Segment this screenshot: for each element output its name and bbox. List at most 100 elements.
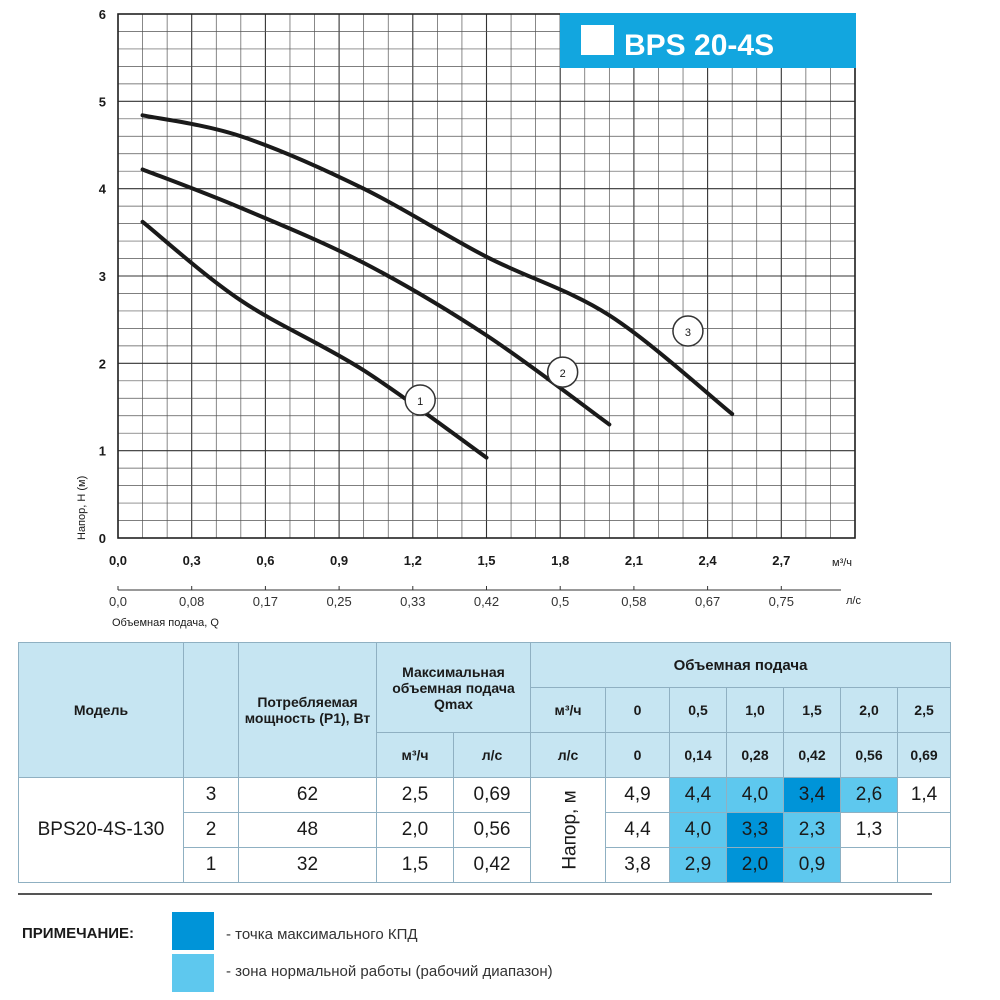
head-cell xyxy=(896,847,952,883)
qmax-m3h-cell: 2,5 xyxy=(376,777,454,813)
x2-tick-label: 0,67 xyxy=(695,594,720,609)
head-cell: 2,3 xyxy=(783,812,841,848)
qmax-unit-ls: л/с xyxy=(453,732,531,778)
x-tick-label: 2,4 xyxy=(699,553,718,568)
head-cell: 2,9 xyxy=(669,847,727,883)
curves: 1 2 3 xyxy=(140,113,735,460)
table-row: 1 32 1,5 0,42 3,8 2,9 2,0 0,9 xyxy=(19,847,952,883)
flow-m3h-3: 1,5 xyxy=(783,687,841,733)
best-efficiency-note: - точка максимального КПД xyxy=(226,926,418,943)
best-efficiency-swatch xyxy=(172,912,214,950)
x2-tick-label: 0,58 xyxy=(621,594,646,609)
table-header-row-3: м³/ч л/с л/с 0 0,14 0,28 0,42 0,56 0,69 xyxy=(19,732,952,778)
head-cell: 2,0 xyxy=(726,847,784,883)
table-header-row-1: Модель Потребляемая мощность (Р1), Вт Ма… xyxy=(18,642,952,778)
head-cell: 1,4 xyxy=(896,777,952,813)
qmax-m3h-cell: 2,0 xyxy=(376,812,454,848)
head-cell: 3,8 xyxy=(605,847,670,883)
speed-cell: 3 xyxy=(183,777,239,813)
y-tick-label: 5 xyxy=(99,94,106,109)
x2-tick-label: 0,25 xyxy=(326,594,351,609)
working-zone-swatch xyxy=(172,954,214,992)
x-tick-label: 0,0 xyxy=(109,553,127,568)
flow-m3h-4: 2,0 xyxy=(840,687,898,733)
col-flow-header: Объемная подача xyxy=(529,642,952,688)
x2-tick-label: 0,0 xyxy=(109,594,127,609)
x-tick-label: 1,2 xyxy=(404,553,422,568)
x-tick-label: 2,1 xyxy=(625,553,643,568)
flow-m3h-0: 0 xyxy=(605,687,670,733)
col-model-header: Модель xyxy=(18,642,184,778)
table-bottom-rule xyxy=(18,893,932,895)
x2-tick-label: 0,33 xyxy=(400,594,425,609)
x-tick-label: 0,3 xyxy=(183,553,201,568)
flow-ls-5: 0,69 xyxy=(896,732,952,778)
qmax-m3h-cell: 1,5 xyxy=(376,847,454,883)
head-cell: 4,4 xyxy=(605,812,670,848)
x2-tick-label: 0,08 xyxy=(179,594,204,609)
flow-unit-m3h: м³/ч xyxy=(530,687,606,733)
table-row: 2 48 2,0 0,56 4,4 4,0 3,3 2,3 1,3 xyxy=(19,812,952,848)
x-axis-label: Объемная подача, Q xyxy=(112,617,219,629)
curve-label-circle xyxy=(404,384,436,416)
x-tick-label: 1,8 xyxy=(551,553,569,568)
col-speed-header xyxy=(183,642,239,778)
y-axis-label: Напор, Н (м) xyxy=(76,476,88,540)
note-label: ПРИМЕЧАНИЕ: xyxy=(22,925,135,942)
col-qmax-header: Максимальная объемная подача Qmax xyxy=(376,642,531,733)
head-cell: 4,9 xyxy=(605,777,670,813)
qmax-ls-cell: 0,42 xyxy=(453,847,531,883)
head-cell xyxy=(840,847,898,883)
power-cell: 32 xyxy=(238,847,377,883)
x-tick-label: 0,9 xyxy=(330,553,348,568)
flow-unit-ls: л/с xyxy=(530,732,606,778)
head-cell: 0,9 xyxy=(783,847,841,883)
flow-ls-0: 0 xyxy=(605,732,670,778)
flow-m3h-2: 1,0 xyxy=(726,687,784,733)
head-cell: 1,3 xyxy=(840,812,898,848)
flow-m3h-1: 0,5 xyxy=(669,687,727,733)
power-cell: 62 xyxy=(238,777,377,813)
flow-ls-1: 0,14 xyxy=(669,732,727,778)
qmax-ls-cell: 0,56 xyxy=(453,812,531,848)
x2-tick-label: 0,17 xyxy=(253,594,278,609)
qmax-unit-m3h: м³/ч xyxy=(376,732,454,778)
flow-m3h-5: 2,5 xyxy=(896,687,952,733)
curve-label-circle xyxy=(672,315,704,347)
y-tick-label: 6 xyxy=(99,7,106,22)
y-tick-label: 1 xyxy=(99,444,106,459)
speed-cell: 2 xyxy=(183,812,239,848)
x-axis-unit: м³/ч xyxy=(832,557,852,569)
model-banner: BPS 20-4S xyxy=(560,13,856,68)
curve-label-circle xyxy=(546,356,579,388)
x-tick-label: 1,5 xyxy=(477,553,495,568)
banner-title: BPS 20-4S xyxy=(624,29,774,62)
flow-ls-2: 0,28 xyxy=(726,732,784,778)
pump-curve-chart: 0 1 2 3 4 5 6 0,0 0,3 0,6 0,9 1,2 1,5 1,8 2,1 2,4 2,7 0,0… xyxy=(76,7,861,629)
head-cell: 4,4 xyxy=(669,777,727,813)
curve-speed-3 xyxy=(140,113,735,416)
head-cell: 3,3 xyxy=(726,812,784,848)
x2-tick-label: 0,75 xyxy=(769,594,794,609)
power-cell: 48 xyxy=(238,812,377,848)
head-label-cell: Напор, м xyxy=(530,777,606,883)
head-cell: 3,4 xyxy=(783,777,841,813)
x-tick-label: 2,7 xyxy=(772,553,790,568)
working-zone-note: - зона нормальной работы (рабочий диапаз… xyxy=(226,963,553,980)
flow-ls-3: 0,42 xyxy=(783,732,841,778)
curve-label: 2 xyxy=(560,368,566,380)
head-cell xyxy=(896,812,952,848)
y-tick-label: 4 xyxy=(99,182,107,197)
table-row: BPS20-4S-130 3 62 2,5 0,69 Напор, м 4,9 … xyxy=(18,777,952,883)
flow-ls-4: 0,56 xyxy=(840,732,898,778)
head-label: Напор, м xyxy=(559,790,581,870)
x-tick-label: 0,6 xyxy=(256,553,274,568)
head-cell: 2,6 xyxy=(840,777,898,813)
banner-square-icon xyxy=(581,25,614,55)
x2-tick-label: 0,5 xyxy=(551,594,569,609)
model-name: BPS20-4S-130 xyxy=(18,777,184,883)
x2-axis-unit: л/с xyxy=(846,595,861,607)
head-cell: 4,0 xyxy=(726,777,784,813)
qmax-ls-cell: 0,69 xyxy=(453,777,531,813)
curve-label: 3 xyxy=(685,327,691,339)
